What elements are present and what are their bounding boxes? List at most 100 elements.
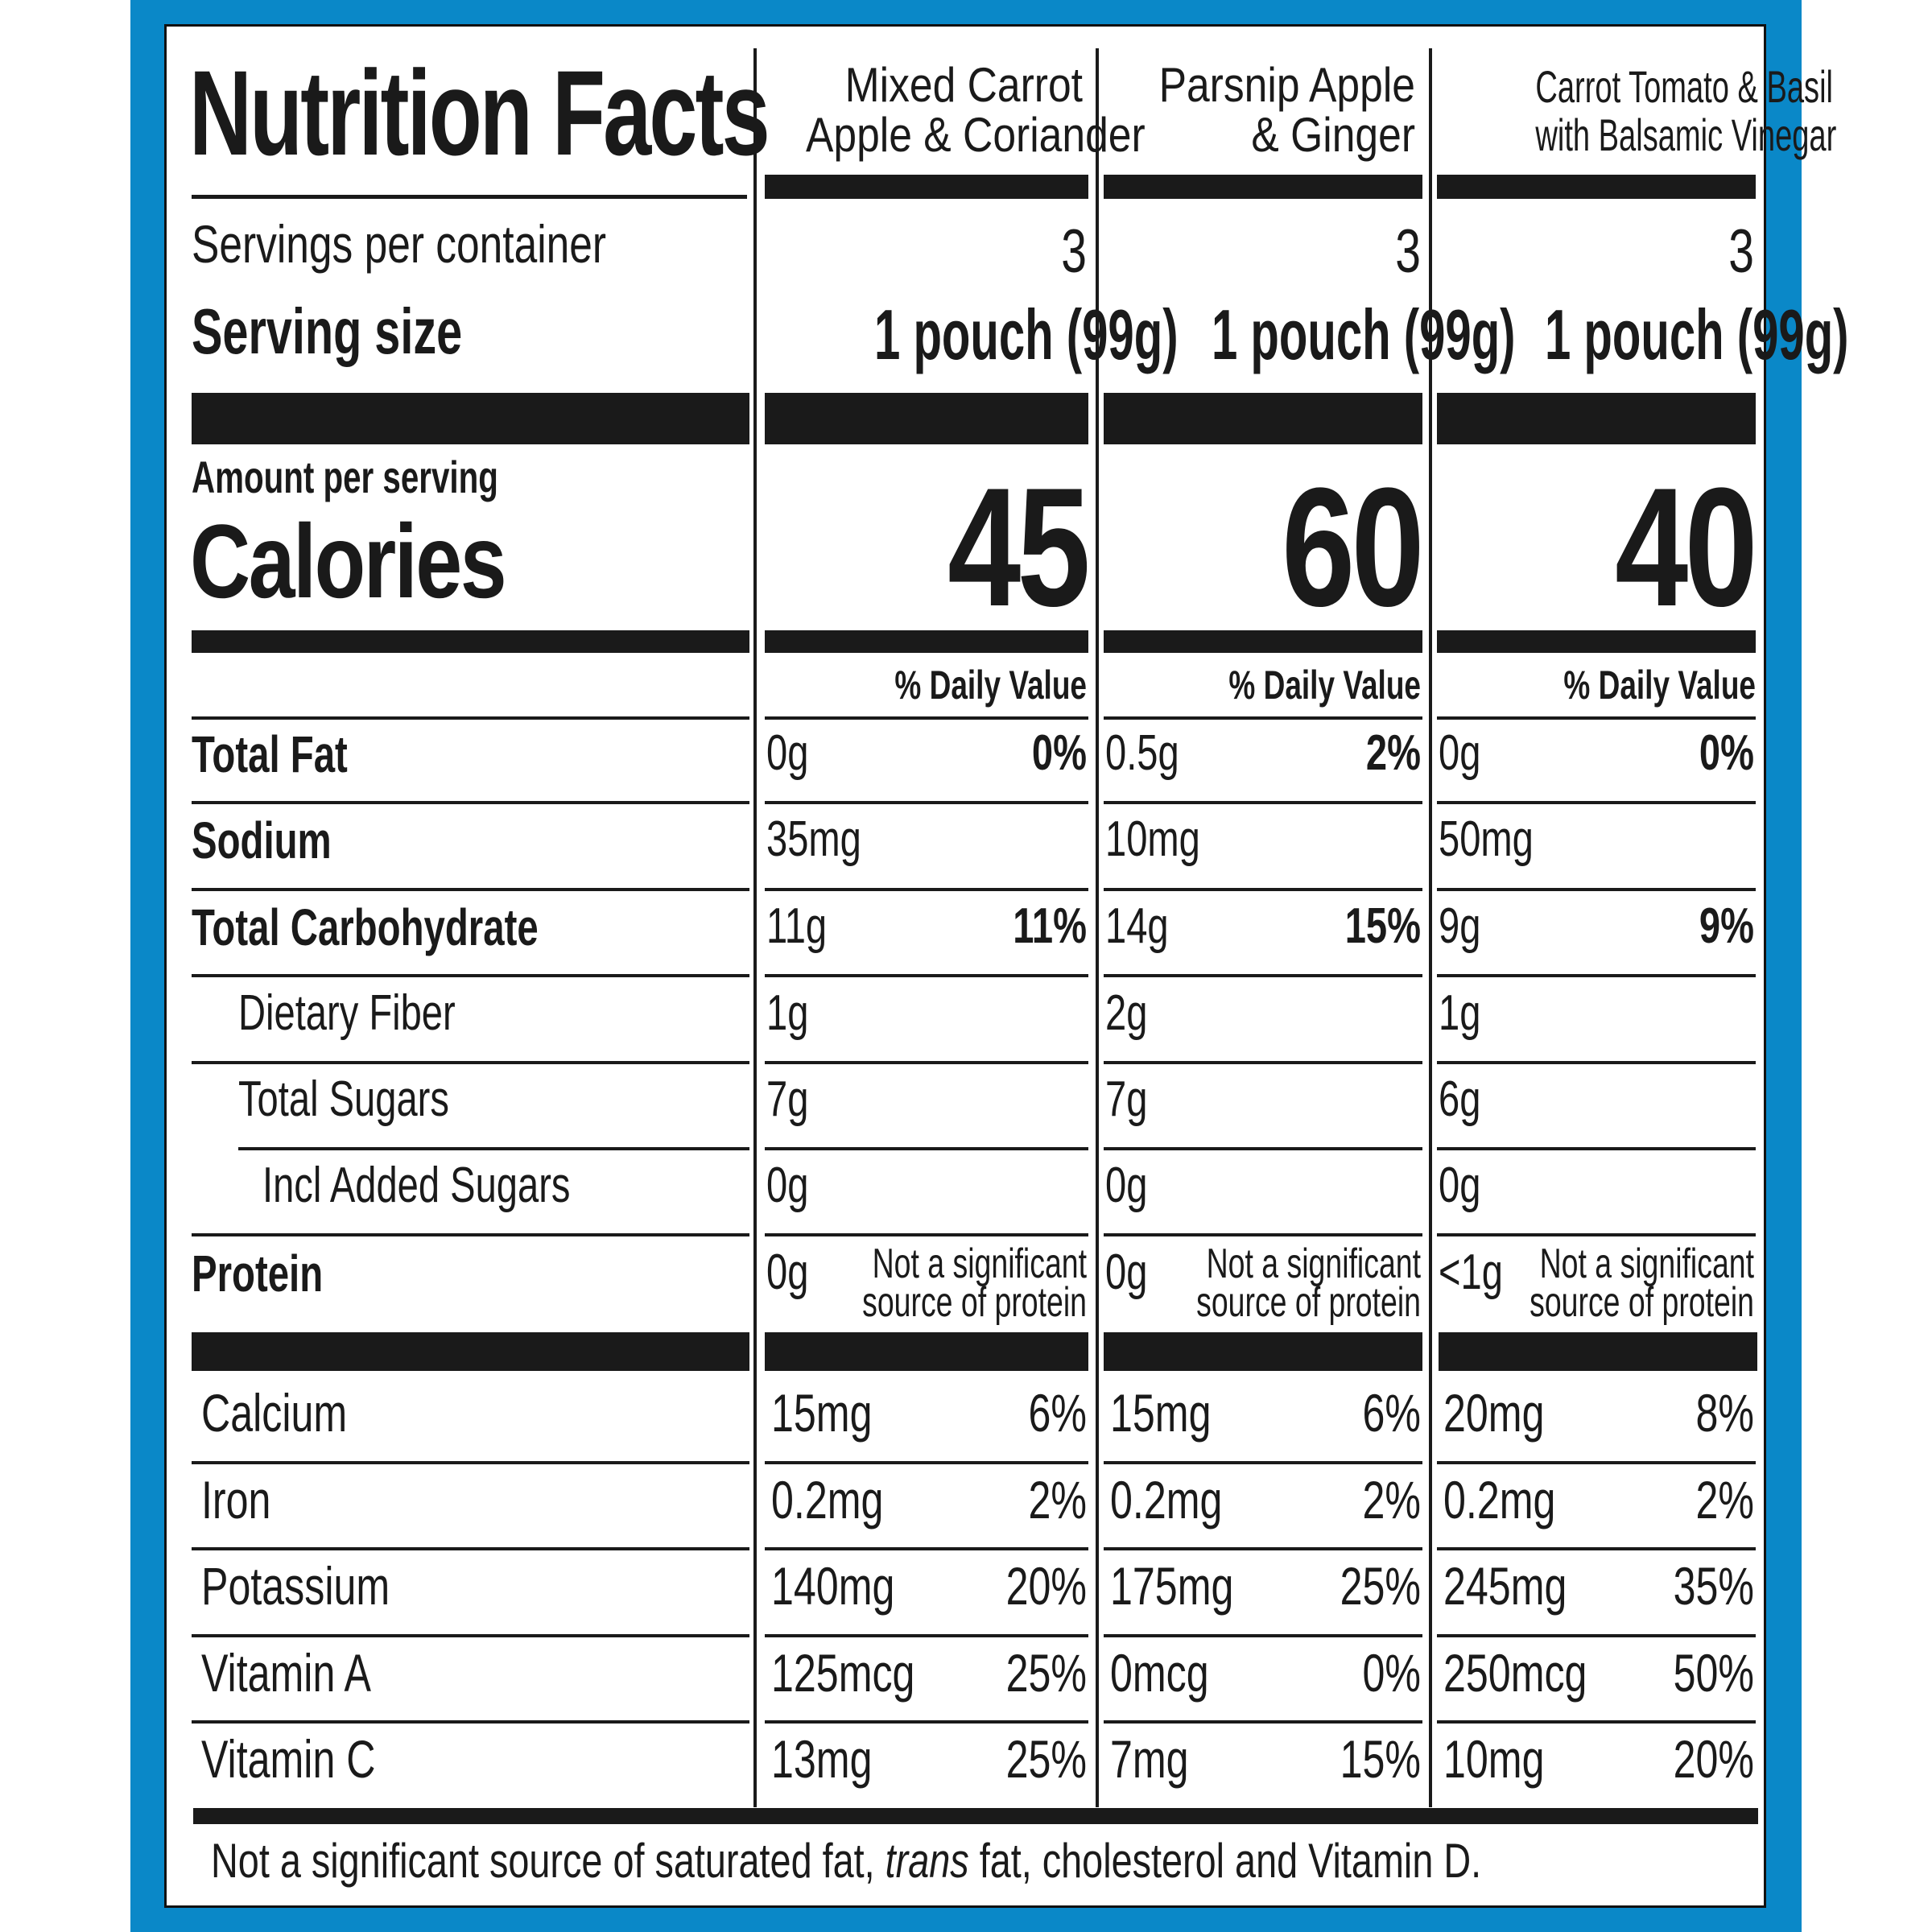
iron-amount-1: 0.2mg: [771, 1470, 884, 1530]
protein-amount-3: <1g: [1439, 1245, 1503, 1300]
mineral-rule-1-3: [1437, 1547, 1756, 1550]
row-rule-4-3: [1437, 1147, 1756, 1150]
column-divider-3: [1429, 48, 1432, 1807]
potassium-amount-3: 245mg: [1443, 1556, 1567, 1616]
protein-note-2-2: source of protein: [1196, 1279, 1421, 1326]
mineral-rule-3-2: [1104, 1720, 1422, 1724]
amount-per-serving-label: Amount per serving: [192, 452, 498, 502]
mineral-rule-label-2: [192, 1634, 749, 1637]
calories-value-3: 40: [1615, 452, 1758, 642]
thick-bar-2: [1104, 393, 1422, 444]
row-rule-label-0: [192, 801, 749, 804]
calcium-amount-2: 15mg: [1110, 1383, 1212, 1443]
row-rule-0-1: [765, 801, 1088, 804]
mineral-rule-1-1: [765, 1547, 1088, 1550]
servings-value-3: 3: [1728, 217, 1754, 286]
mineral-rule-3-3: [1437, 1720, 1756, 1724]
protein-note-2-3: source of protein: [1530, 1279, 1754, 1326]
row-rule-3-2: [1104, 1061, 1422, 1064]
iron-amount-2: 0.2mg: [1110, 1470, 1223, 1530]
row-rule-2-2: [1104, 974, 1422, 977]
vitamin-a-dv-2: 0%: [1362, 1643, 1421, 1703]
calcium-amount-3: 20mg: [1443, 1383, 1545, 1443]
fiber-amount-3: 1g: [1439, 985, 1481, 1041]
thick-bar-1: [765, 393, 1088, 444]
vitamin-a-amount-1: 125mcg: [771, 1643, 915, 1703]
label-sodium: Sodium: [192, 811, 332, 869]
total-fat-dv-3: 0%: [1699, 725, 1754, 781]
vitamin-a-dv-3: 50%: [1673, 1643, 1754, 1703]
row-rule-label-2: [192, 974, 749, 977]
added-sugars-amount-2: 0g: [1105, 1158, 1148, 1213]
protein-note-1-2: Not a significant: [1206, 1241, 1421, 1287]
vitamin-c-amount-3: 10mg: [1443, 1729, 1545, 1789]
row-rule-1-2: [1104, 888, 1422, 891]
mineral-rule-0-2: [1104, 1461, 1422, 1464]
fiber-amount-2: 2g: [1105, 985, 1148, 1041]
calories-value-2: 60: [1282, 452, 1425, 642]
mineral-bar-label: [192, 1332, 749, 1371]
dv-rule-3: [1437, 716, 1756, 720]
total-carb-amount-2: 14g: [1105, 898, 1169, 954]
product-header-bar-3: [1437, 175, 1756, 199]
footnote: Not a significant source of saturated fa…: [211, 1834, 1482, 1888]
mineral-rule-label-0: [192, 1461, 749, 1464]
vitamin-c-amount-1: 13mg: [771, 1729, 873, 1789]
title-rule: [192, 195, 747, 199]
vitamin-a-amount-2: 0mcg: [1110, 1643, 1209, 1703]
total-carb-dv-1: 11%: [1013, 898, 1087, 954]
mineral-rule-0-3: [1437, 1461, 1756, 1464]
label-calcium: Calcium: [201, 1383, 348, 1443]
total-fat-amount-2: 0.5g: [1105, 725, 1179, 781]
total-carb-dv-2: 15%: [1344, 898, 1421, 954]
mineral-bar-1: [765, 1332, 1088, 1371]
servings-value-1: 3: [1061, 217, 1087, 286]
vitamin-c-dv-1: 25%: [1005, 1729, 1087, 1789]
protein-amount-2: 0g: [1105, 1245, 1148, 1300]
mineral-bar-2: [1104, 1332, 1422, 1371]
row-rule-label-3: [192, 1061, 749, 1064]
added-sugars-amount-1: 0g: [766, 1158, 809, 1213]
product-name-2: Parsnip Apple & Ginger: [1158, 58, 1415, 162]
sodium-amount-1: 35mg: [766, 811, 861, 867]
calcium-dv-2: 6%: [1362, 1383, 1421, 1443]
daily-value-header-3: % Daily Value: [1563, 663, 1756, 708]
protein-note-1-1: Not a significant: [872, 1241, 1087, 1287]
product-name-1: Mixed Carrot Apple & Coriander: [806, 58, 1146, 162]
mineral-rule-2-3: [1437, 1634, 1756, 1637]
mineral-rule-1-2: [1104, 1547, 1422, 1550]
sodium-amount-3: 50mg: [1439, 811, 1534, 867]
potassium-dv-2: 25%: [1340, 1556, 1421, 1616]
total-carb-amount-1: 11g: [766, 898, 828, 954]
row-rule-4-2: [1104, 1147, 1422, 1150]
calcium-dv-3: 8%: [1695, 1383, 1754, 1443]
total-fat-amount-3: 0g: [1439, 725, 1481, 781]
serving-size-value-3: 1 pouch (99g): [1544, 295, 1849, 374]
total-sugars-amount-2: 7g: [1105, 1071, 1148, 1127]
sodium-amount-2: 10mg: [1105, 811, 1200, 867]
total-carb-dv-3: 9%: [1699, 898, 1754, 954]
bottom-bar: [193, 1808, 1758, 1824]
label-potassium: Potassium: [201, 1556, 390, 1616]
protein-note-1-3: Not a significant: [1539, 1241, 1754, 1287]
mineral-rule-label-1: [192, 1547, 749, 1550]
potassium-amount-1: 140mg: [771, 1556, 895, 1616]
vitamin-a-amount-3: 250mcg: [1443, 1643, 1587, 1703]
total-fat-dv-2: 2%: [1365, 725, 1421, 781]
label-iron: Iron: [201, 1470, 271, 1530]
added-sugars-amount-3: 0g: [1439, 1158, 1481, 1213]
label-protein: Protein: [192, 1245, 324, 1302]
nutrition-label-panel: [164, 24, 1766, 1908]
calories-bar-label: [192, 630, 749, 653]
dv-rule-2: [1104, 716, 1422, 720]
total-sugars-amount-3: 6g: [1439, 1071, 1481, 1127]
serving-size-label: Serving size: [192, 295, 463, 367]
vitamin-c-dv-3: 20%: [1673, 1729, 1754, 1789]
fiber-amount-1: 1g: [766, 985, 809, 1041]
row-rule-0-2: [1104, 801, 1422, 804]
mineral-rule-3-1: [765, 1720, 1088, 1724]
label-vitamin-c: Vitamin C: [201, 1729, 376, 1789]
row-rule-3-1: [765, 1061, 1088, 1064]
mineral-rule-2-1: [765, 1634, 1088, 1637]
row-rule-5-3: [1437, 1233, 1756, 1236]
